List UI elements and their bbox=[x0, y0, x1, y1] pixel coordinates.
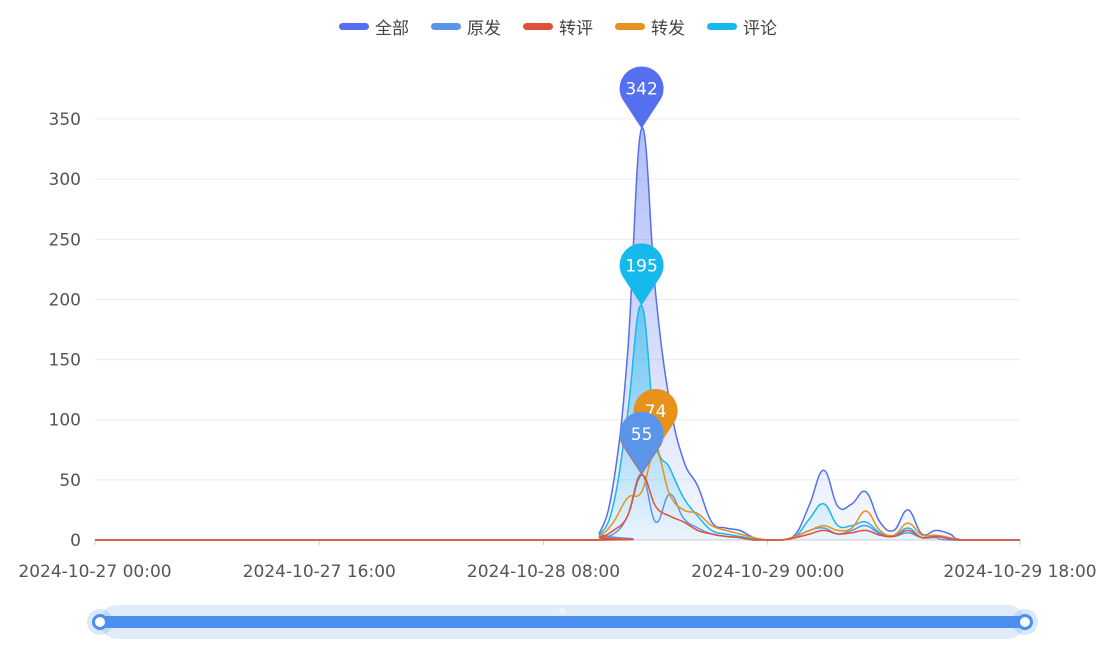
y-tick-label-1: 50 bbox=[59, 471, 81, 491]
legend-swatch-all bbox=[339, 23, 369, 30]
max-marker-label-all: 342 bbox=[625, 80, 657, 100]
max-marker-label-original: 55 bbox=[631, 425, 653, 445]
series-line-all bbox=[95, 127, 1020, 541]
legend: 全部 原发 转评 转发 评论 bbox=[0, 14, 1116, 39]
series-line-comment bbox=[95, 304, 1020, 541]
max-marker-comment: 195 bbox=[619, 243, 664, 306]
x-tick-label-0: 2024-10-27 00:00 bbox=[18, 562, 171, 582]
y-tick-label-0: 0 bbox=[70, 531, 81, 551]
x-tick-label-4: 2024-10-29 18:00 bbox=[943, 562, 1096, 582]
max-marker-original: 55 bbox=[619, 411, 664, 474]
data-zoom-handle-right[interactable] bbox=[1017, 614, 1033, 630]
legend-item-comment[interactable]: 评论 bbox=[707, 14, 777, 39]
legend-item-repost[interactable]: 转发 bbox=[615, 14, 685, 39]
data-zoom-selected-range bbox=[100, 616, 1025, 628]
x-tick-label-3: 2024-10-29 00:00 bbox=[691, 562, 844, 582]
legend-swatch-comment bbox=[707, 23, 737, 30]
max-marker-all: 342 bbox=[619, 66, 664, 129]
series-line-repost-comment bbox=[95, 474, 1020, 541]
data-zoom-handle-left[interactable] bbox=[92, 614, 108, 630]
x-tick-label-2: 2024-10-28 08:00 bbox=[467, 562, 620, 582]
data-zoom-move-handle[interactable]: III bbox=[559, 607, 566, 616]
legend-swatch-repost bbox=[615, 23, 645, 30]
y-tick-label-5: 250 bbox=[49, 230, 81, 250]
max-marker-pin-comment bbox=[619, 243, 664, 306]
legend-swatch-repost-comment bbox=[523, 23, 553, 30]
legend-label-repost-comment: 转评 bbox=[559, 19, 593, 39]
legend-swatch-original bbox=[431, 23, 461, 30]
max-marker-pin-all bbox=[619, 66, 664, 129]
legend-item-all[interactable]: 全部 bbox=[339, 14, 409, 39]
legend-label-comment: 评论 bbox=[743, 19, 777, 39]
x-tick-label-1: 2024-10-27 16:00 bbox=[243, 562, 396, 582]
series-line-repost bbox=[95, 450, 1020, 541]
max-marker-pin-original bbox=[619, 411, 664, 474]
y-tick-label-6: 300 bbox=[49, 170, 81, 190]
y-tick-label-2: 100 bbox=[49, 411, 81, 431]
max-marker-label-comment: 195 bbox=[625, 256, 657, 276]
legend-item-repost-comment[interactable]: 转评 bbox=[523, 14, 593, 39]
legend-item-original[interactable]: 原发 bbox=[431, 14, 501, 39]
y-tick-label-7: 350 bbox=[49, 110, 81, 130]
legend-label-all: 全部 bbox=[375, 19, 409, 39]
legend-label-original: 原发 bbox=[467, 19, 501, 39]
series-area-all bbox=[95, 127, 1020, 540]
legend-label-repost: 转发 bbox=[651, 19, 685, 39]
data-zoom-slider[interactable]: III bbox=[87, 605, 1038, 639]
y-tick-label-4: 200 bbox=[49, 290, 81, 310]
series-area-comment bbox=[95, 305, 1020, 540]
y-tick-label-3: 150 bbox=[49, 351, 81, 371]
